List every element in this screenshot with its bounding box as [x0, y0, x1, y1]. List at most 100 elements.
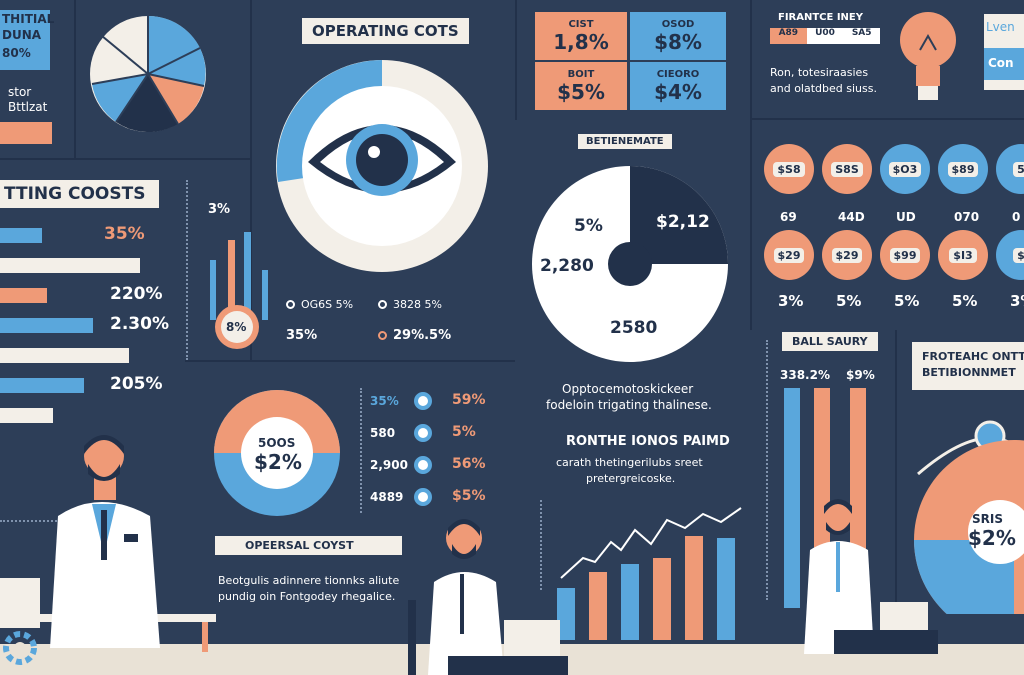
top-right-card: Lven Con	[984, 14, 1024, 90]
top-pie-chart	[90, 15, 206, 133]
bar	[557, 588, 575, 640]
bar	[621, 564, 639, 640]
dotted-divider	[0, 520, 60, 522]
finance-text-1: Ron, totesiraasies	[770, 66, 869, 79]
badge-pct: 3%	[1010, 292, 1024, 310]
finance-title: FIRANTCE INEY	[778, 12, 863, 23]
vbar	[228, 240, 235, 320]
operating-donut-label: 8%	[226, 320, 247, 334]
pie-slice	[148, 15, 200, 75]
stat-title: BOIT	[567, 68, 595, 80]
middle-pie-label-right: $2,12	[656, 212, 710, 232]
dot-list-left: 2,900	[370, 458, 408, 472]
divider	[750, 118, 1024, 120]
finance-cell: U00	[815, 28, 835, 38]
operational-text-1: Beotgulis adinnere tionnks aliute	[218, 574, 400, 587]
bottom-right-donut-label-1: SRIS	[972, 512, 1003, 526]
dot-list-row: 2,900 56%	[370, 456, 510, 480]
circle-icon	[414, 456, 432, 474]
left-bar	[0, 228, 42, 243]
badge-label: 69	[780, 210, 797, 224]
divider	[895, 330, 897, 650]
left-panel-title: TTING COOSTS	[0, 180, 160, 208]
circle-icon	[414, 424, 432, 442]
stat-title: CIST	[568, 18, 594, 30]
dot-list-left: 580	[370, 426, 396, 440]
circle-icon	[378, 331, 387, 340]
top-left-note2: Bttlzat	[8, 100, 48, 114]
middle-pie-header: BETIENEMATE	[578, 134, 672, 149]
bottom-right-title-1: FROTEAHC ONTT	[922, 350, 1024, 363]
left-bar	[0, 318, 93, 333]
left-bar-chart: 35% 220% 2.30% 205%	[0, 224, 185, 458]
legend-text: 29%.5%	[393, 328, 452, 343]
stat-title: CIEORO	[656, 68, 700, 80]
bar	[685, 536, 703, 640]
badge: $29	[764, 230, 814, 280]
laptop-icon	[504, 620, 560, 656]
middle-caption-4: pretergreicoske.	[586, 472, 676, 485]
stat-value: 1,8%	[553, 29, 609, 54]
middle-pie-label-bottom: 2580	[610, 318, 658, 338]
divider	[515, 0, 517, 120]
top-left-note1: stor	[8, 85, 32, 99]
badge: $I3	[938, 230, 988, 280]
pie-slice	[92, 74, 148, 122]
middle-pie-label-side: 2,280	[540, 256, 594, 276]
bottom-right-card: FROTEAHC ONTT BETIBIONNMET	[912, 342, 1024, 390]
badge: $S8	[764, 144, 814, 194]
top-left-card: THITIAL DUNA 80%	[0, 10, 54, 70]
operating-legend-item: 35%	[286, 328, 317, 343]
stat-value: $4%	[654, 79, 702, 104]
stat-value: $5%	[557, 79, 605, 104]
divider	[250, 0, 252, 360]
doctor-illustration	[50, 435, 160, 648]
dotted-divider	[360, 388, 362, 513]
bar	[653, 558, 671, 640]
badge-label: 44D	[838, 210, 865, 224]
bar	[589, 572, 607, 640]
dot-list-left: 4889	[370, 490, 404, 504]
badge: S8S	[822, 144, 872, 194]
pie-slice	[116, 74, 178, 133]
operating-legend-item: 3828 5%	[378, 298, 442, 311]
left-bar	[0, 258, 140, 273]
left-bar	[0, 348, 129, 363]
legend-text: 3828 5%	[393, 298, 442, 311]
badge-value: $S8	[773, 161, 805, 177]
badge-pct: 5%	[894, 292, 920, 310]
dot-list-right: 5%	[452, 424, 476, 440]
laptop-icon	[880, 602, 928, 630]
finance-cell: SA5	[851, 28, 872, 38]
vbar	[244, 232, 251, 320]
middle-caption-3: carath thetingerilubs sreet	[556, 456, 703, 469]
badge-pct: 3%	[778, 292, 804, 310]
finance-row: A89 U00 SA5	[770, 28, 880, 44]
stat-box: CIST 1,8%	[535, 12, 627, 60]
dotted-divider	[186, 180, 188, 360]
bottom-right-donut	[914, 420, 1024, 614]
ball-title: BALL SAURY	[782, 332, 878, 351]
desk-leg	[202, 622, 208, 652]
circle-icon	[414, 392, 432, 410]
operating-legend-item: OG6S 5%	[286, 298, 353, 311]
badge-label: UD	[896, 210, 916, 224]
line-bar-chart	[557, 507, 742, 640]
dot-list-right: 59%	[452, 392, 486, 408]
small-donut-label-value: $2%	[254, 450, 302, 474]
dot-list-right: $5%	[452, 488, 486, 504]
vbar	[210, 260, 216, 320]
seated-doctor-right-illustration	[804, 499, 938, 654]
dot-list-right: 56%	[452, 456, 486, 472]
badge: $99	[880, 230, 930, 280]
badge-grid: $S8 69 $29 3% S8S 44D $29 5% $O3 UD $99 5% $89 070 $I3…	[764, 140, 1024, 320]
badge-label: 0	[1012, 210, 1021, 224]
trend-line	[560, 507, 742, 579]
badge-value: $29	[773, 247, 805, 263]
finance-text-2: and olatdbed siuss.	[770, 82, 877, 95]
bottom-right-donut-label-2: $2%	[968, 526, 1016, 550]
circle-icon	[286, 300, 295, 309]
badge-value: $	[1013, 247, 1024, 263]
badge-value: $I3	[949, 247, 977, 263]
middle-pie-label-left: 5%	[574, 216, 603, 236]
